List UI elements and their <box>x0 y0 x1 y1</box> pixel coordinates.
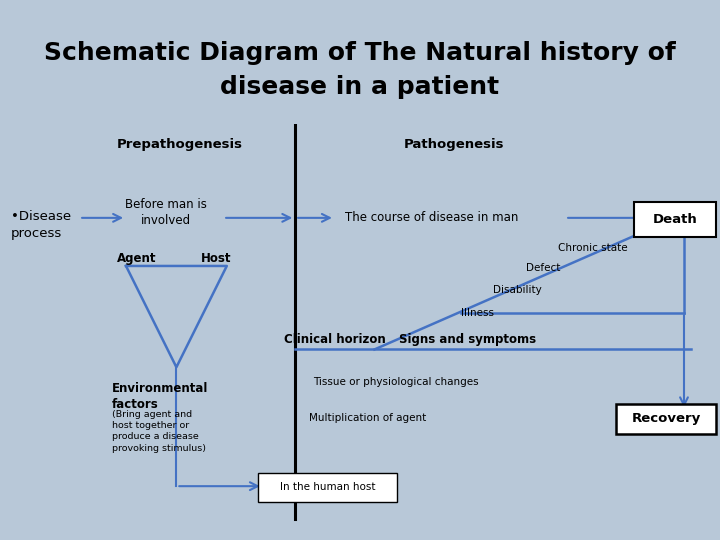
Text: (Bring agent and
host together or
produce a disease
provoking stimulus): (Bring agent and host together or produc… <box>112 410 206 453</box>
Text: Chronic state: Chronic state <box>558 243 628 253</box>
Text: Pathogenesis: Pathogenesis <box>403 138 504 151</box>
Text: Schematic Diagram of The Natural history of
disease in a patient: Schematic Diagram of The Natural history… <box>44 42 676 99</box>
Text: Prepathogenesis: Prepathogenesis <box>117 138 243 151</box>
Text: Host: Host <box>201 252 231 265</box>
Text: Death: Death <box>652 213 697 226</box>
FancyBboxPatch shape <box>258 472 397 502</box>
Text: Signs and symptoms: Signs and symptoms <box>400 333 536 346</box>
Text: Illness: Illness <box>461 307 494 318</box>
Text: Agent: Agent <box>117 252 156 265</box>
Text: Before man is
involved: Before man is involved <box>125 198 207 227</box>
Text: Environmental
factors: Environmental factors <box>112 382 208 411</box>
Text: Multiplication of agent: Multiplication of agent <box>309 413 426 423</box>
Text: The course of disease in man: The course of disease in man <box>346 211 518 224</box>
FancyBboxPatch shape <box>616 404 716 434</box>
Text: Clinical horizon: Clinical horizon <box>284 333 386 346</box>
Text: •Disease
process: •Disease process <box>11 211 71 240</box>
Text: Tissue or physiological changes: Tissue or physiological changes <box>313 377 479 387</box>
Text: Defect: Defect <box>526 264 560 273</box>
Text: In the human host: In the human host <box>280 482 375 492</box>
Text: Recovery: Recovery <box>631 413 701 426</box>
FancyBboxPatch shape <box>634 202 716 237</box>
Text: Disability: Disability <box>493 285 542 295</box>
